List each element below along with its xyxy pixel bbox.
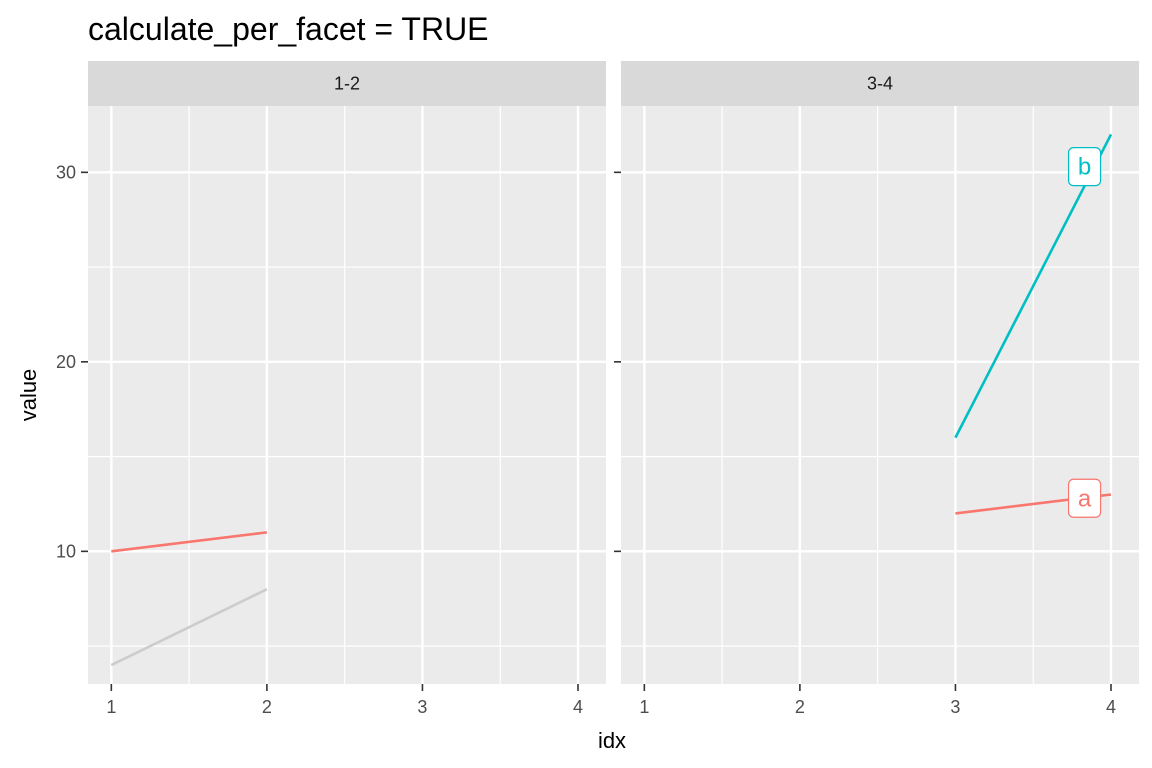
y-tick-label: 10 [56,541,76,561]
series-line-background_series [110,588,268,667]
facet-panel-1-2: 1-2 1 2 3 4 10 20 30 [56,61,606,717]
series-label-text: b [1078,154,1091,181]
y-axis-title: value [16,369,41,422]
x-tick-label: 4 [1106,697,1116,717]
plot-panel [88,106,606,684]
series-line-a [111,531,268,553]
series-label-text: a [1078,485,1092,512]
facet-panel-3-4: 3-4 b a 1 2 3 4 [614,61,1139,717]
x-tick-label: 2 [262,697,272,717]
x-tick-label: 4 [573,697,583,717]
facet-panels: 1-2 1 2 3 4 10 20 30 3-4 b a 1 2 3 4 [56,61,1139,717]
y-tick-label: 20 [56,352,76,372]
x-tick-label: 3 [950,697,960,717]
series-label-a: a [1067,478,1102,518]
series-label-box [1067,478,1102,518]
x-tick-label: 1 [106,697,116,717]
x-tick-label: 1 [639,697,649,717]
facet-strip [88,61,606,106]
x-tick-label: 2 [795,697,805,717]
facet-strip-label: 1-2 [334,74,360,94]
series-label-box [1067,147,1102,187]
facet-strip-label: 3-4 [867,74,893,94]
series-label-b: b [1067,147,1102,187]
x-axis-title: idx [598,728,626,753]
y-tick-label: 30 [56,162,76,182]
facet-strip [621,61,1139,106]
chart-title: calculate_per_facet = TRUE [88,11,489,47]
plot-panel [621,106,1139,684]
x-tick-label: 3 [417,697,427,717]
